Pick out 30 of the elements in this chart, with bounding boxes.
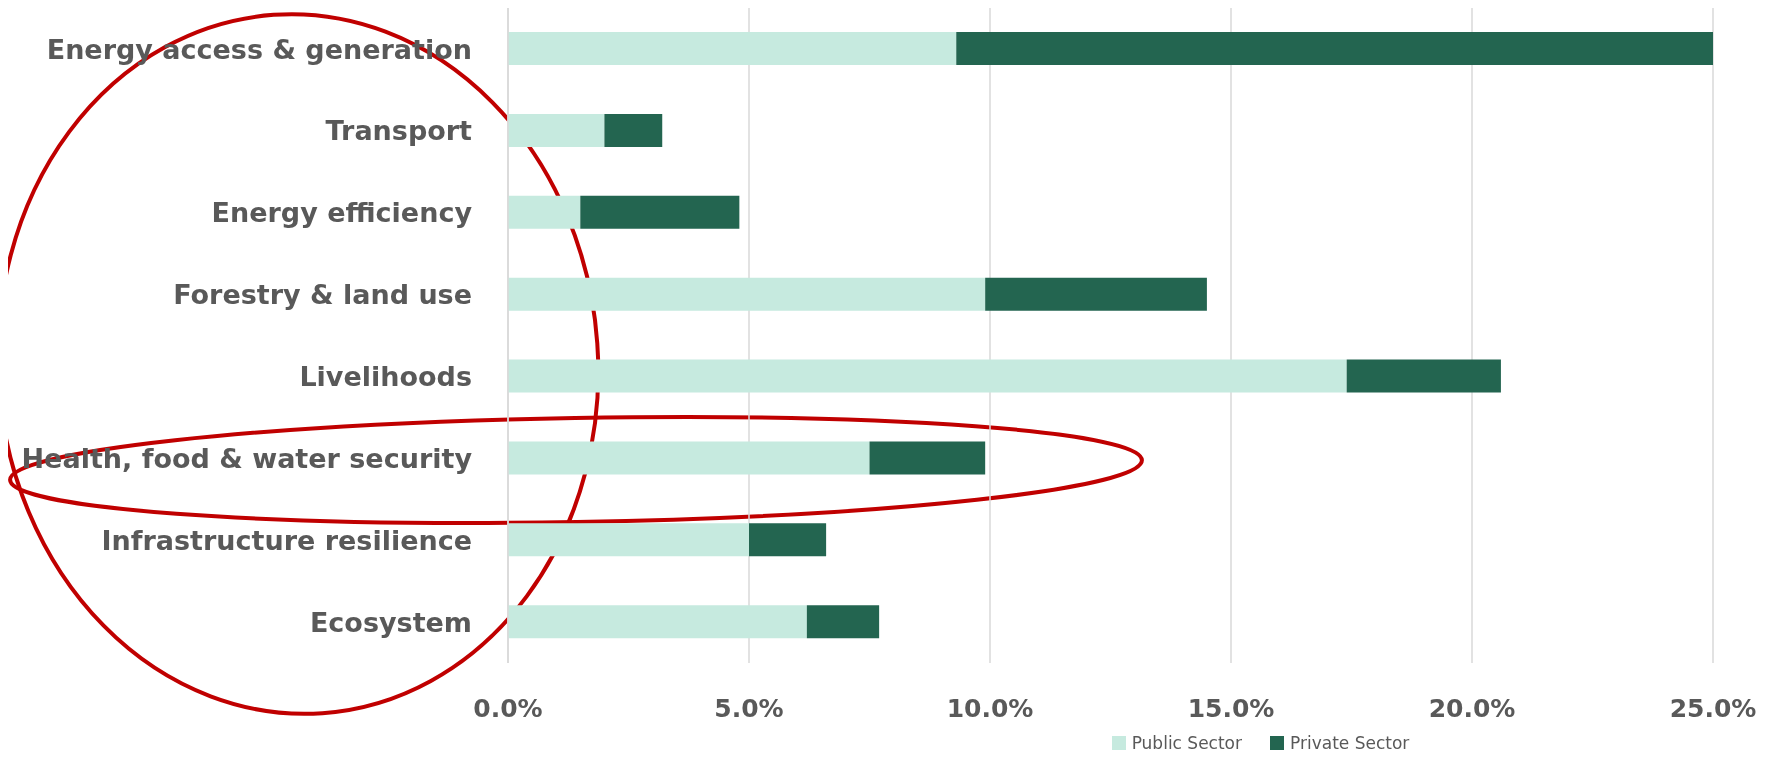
bar — [806, 605, 880, 639]
bar — [580, 195, 740, 229]
x-tick-label: 20.0% — [1428, 693, 1516, 723]
bar — [604, 113, 663, 147]
x-tick-label: 0.0% — [473, 693, 543, 723]
bar — [508, 32, 957, 65]
bar — [869, 441, 986, 475]
bar — [508, 113, 605, 147]
bar — [956, 32, 1713, 65]
y-tick-label: Infrastructure resilience — [101, 524, 472, 556]
bar — [508, 441, 870, 475]
x-tick-label: 15.0% — [1187, 693, 1275, 723]
x-tick-label: 25.0% — [1669, 693, 1757, 723]
bar — [749, 523, 827, 557]
y-tick-label: Forestry & land use — [173, 279, 472, 311]
bar — [508, 523, 749, 557]
legend-label: Public Sector — [1131, 733, 1243, 753]
x-tick-label: 5.0% — [714, 693, 784, 723]
y-tick-label: Transport — [325, 115, 473, 147]
bar — [508, 359, 1347, 393]
bar — [985, 277, 1207, 311]
legend-label: Private Sector — [1290, 733, 1410, 753]
y-tick-label: Livelihoods — [299, 361, 472, 393]
bar — [1346, 359, 1501, 393]
bar — [508, 195, 581, 229]
x-tick-label: 10.0% — [946, 693, 1034, 723]
bar — [508, 605, 807, 639]
y-tick-label: Ecosystem — [309, 606, 472, 638]
bar — [508, 277, 986, 311]
y-tick-label: Energy efficiency — [211, 197, 473, 229]
